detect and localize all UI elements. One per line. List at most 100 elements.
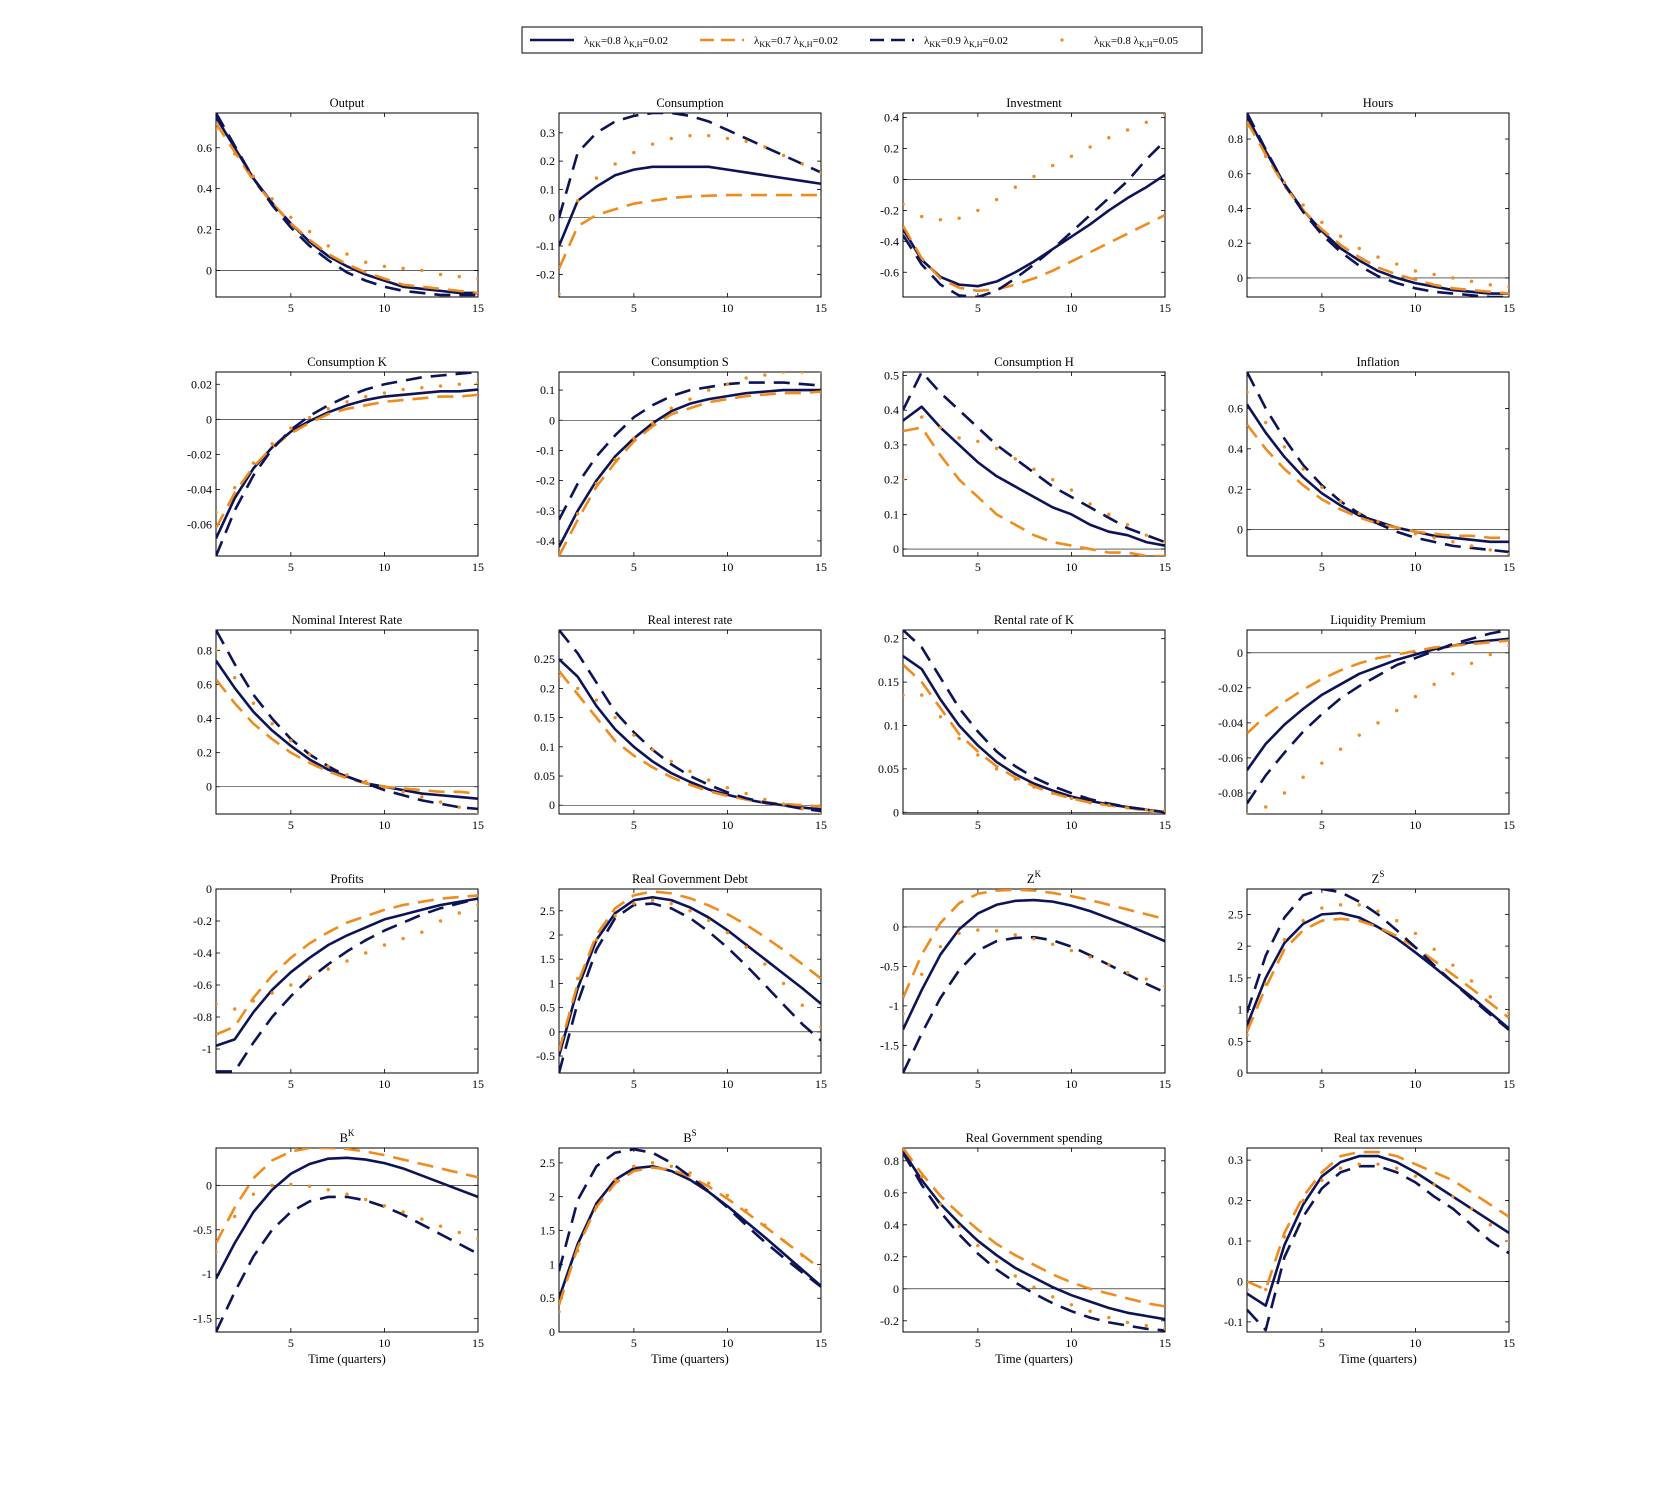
series-point: [1144, 533, 1148, 537]
series-point: [650, 142, 655, 146]
y-tick-label: 0.3: [884, 438, 899, 452]
y-tick-label: -0.1: [536, 239, 555, 253]
chart-panel: Investment -0.6 -0.4 -0.2 0 0.2 0.4 5 10 15: [880, 96, 1171, 315]
y-tick-label: 0.4: [197, 182, 212, 196]
series-point: [1395, 525, 1399, 530]
series-point: [903, 1012, 905, 1016]
series-point: [1264, 982, 1268, 986]
chart-panel: Consumption S -0.4 -0.3 -0.2 -0.1 0 0.1 5 10 15: [536, 355, 827, 574]
x-axis-label: Time (quarters): [1339, 1352, 1417, 1366]
series-point: [1320, 906, 1324, 910]
y-tick-label: 0.4: [1228, 442, 1243, 456]
series-point: [800, 807, 804, 811]
series-line: [559, 388, 821, 548]
series-line: [1247, 630, 1509, 805]
y-tick-label: -0.02: [187, 447, 212, 461]
series-point: [1088, 801, 1092, 805]
series-point: [744, 791, 748, 796]
series-point: [326, 1188, 330, 1192]
y-tick-label: 0: [549, 1325, 555, 1339]
series-point: [216, 127, 218, 132]
series-point: [457, 382, 461, 386]
series-point: [1395, 1166, 1399, 1170]
series-point: [819, 170, 821, 175]
series-point: [1247, 390, 1249, 394]
axes-frame: [1246, 112, 1510, 298]
x-tick-label: 10: [1409, 301, 1421, 315]
series-point: [650, 1161, 655, 1165]
x-tick-label: 10: [1409, 818, 1421, 832]
panel-title: Consumption K: [307, 355, 387, 369]
chart-panel: Real interest rate 0 0.05 0.1 0.15 0.2 0.25 5 10…: [534, 613, 827, 832]
y-tick-label: 1: [1237, 1003, 1243, 1017]
legend-entry: λKK=0.8 λK,H=0.02: [530, 35, 668, 49]
x-tick-label: 15: [472, 818, 484, 832]
legend-label: λKK=0.7 λK,H=0.02: [754, 35, 838, 49]
series-point: [938, 425, 943, 430]
y-tick-label: 0: [206, 412, 212, 426]
x-tick-label: 5: [1319, 1077, 1325, 1091]
series-point: [270, 197, 274, 201]
x-tick-label: 15: [815, 1077, 827, 1091]
y-tick-label: 0: [893, 542, 899, 556]
panel-title: Liquidity Premium: [1330, 613, 1426, 627]
series-point: [382, 264, 387, 269]
y-tick-label: 2.5: [540, 1156, 555, 1170]
x-axis-label: Time (quarters): [308, 1352, 386, 1366]
series-line: [1247, 889, 1509, 1031]
series-point: [1357, 246, 1361, 251]
series-point: [594, 1205, 599, 1209]
y-tick-label: 0.1: [1228, 1234, 1243, 1248]
series-point: [420, 386, 424, 390]
series-point: [576, 199, 580, 203]
y-tick-label: 1: [549, 976, 555, 990]
series-line: [903, 173, 1165, 288]
x-tick-label: 15: [1159, 1336, 1171, 1350]
series-line: [559, 390, 821, 556]
series-point: [1107, 136, 1111, 140]
series-point: [903, 477, 905, 482]
series-point: [994, 767, 999, 771]
series-point: [707, 1181, 711, 1185]
axes-frame: [902, 1147, 1166, 1333]
y-tick-label: 0.2: [540, 154, 555, 168]
series-point: [1432, 536, 1436, 540]
y-tick-label: 0: [1237, 523, 1243, 537]
series-point: [938, 715, 943, 719]
plot-area: [559, 1148, 821, 1314]
series-line: [903, 213, 1165, 293]
x-tick-label: 15: [1159, 1077, 1171, 1091]
series-point: [420, 795, 424, 799]
legend-entry: λKK=0.8 λK,H=0.05: [1060, 35, 1178, 49]
x-tick-label: 5: [288, 560, 294, 574]
series-point: [251, 1192, 256, 1196]
x-tick-label: 15: [1503, 301, 1515, 315]
y-tick-label: 0.6: [1228, 401, 1243, 415]
x-tick-label: 10: [721, 560, 733, 574]
x-axis-label: Time (quarters): [995, 1352, 1073, 1366]
x-tick-label: 10: [1065, 1336, 1077, 1350]
series-point: [957, 216, 961, 220]
panel-title: Real tax revenues: [1334, 1131, 1423, 1145]
x-tick-label: 15: [1503, 818, 1515, 832]
x-tick-label: 5: [631, 560, 637, 574]
x-tick-label: 5: [975, 1077, 981, 1091]
series-line: [903, 889, 1165, 999]
series-point: [688, 769, 692, 774]
series-point: [976, 439, 980, 444]
series-point: [270, 722, 274, 726]
series-point: [559, 675, 561, 679]
series-line: [903, 139, 1165, 297]
x-tick-label: 10: [721, 301, 733, 315]
panel-title: Rental rate of K: [994, 613, 1074, 627]
series-point: [270, 991, 274, 995]
axes-frame: [215, 888, 479, 1074]
series-point: [725, 786, 730, 790]
y-tick-label: 1.5: [540, 952, 555, 966]
y-tick-label: 0.2: [1228, 482, 1243, 496]
series-point: [1301, 467, 1305, 471]
y-tick-label: -0.6: [193, 978, 212, 992]
x-tick-label: 5: [288, 1336, 294, 1350]
series-point: [1144, 1323, 1148, 1328]
axes-frame: [1246, 371, 1510, 557]
